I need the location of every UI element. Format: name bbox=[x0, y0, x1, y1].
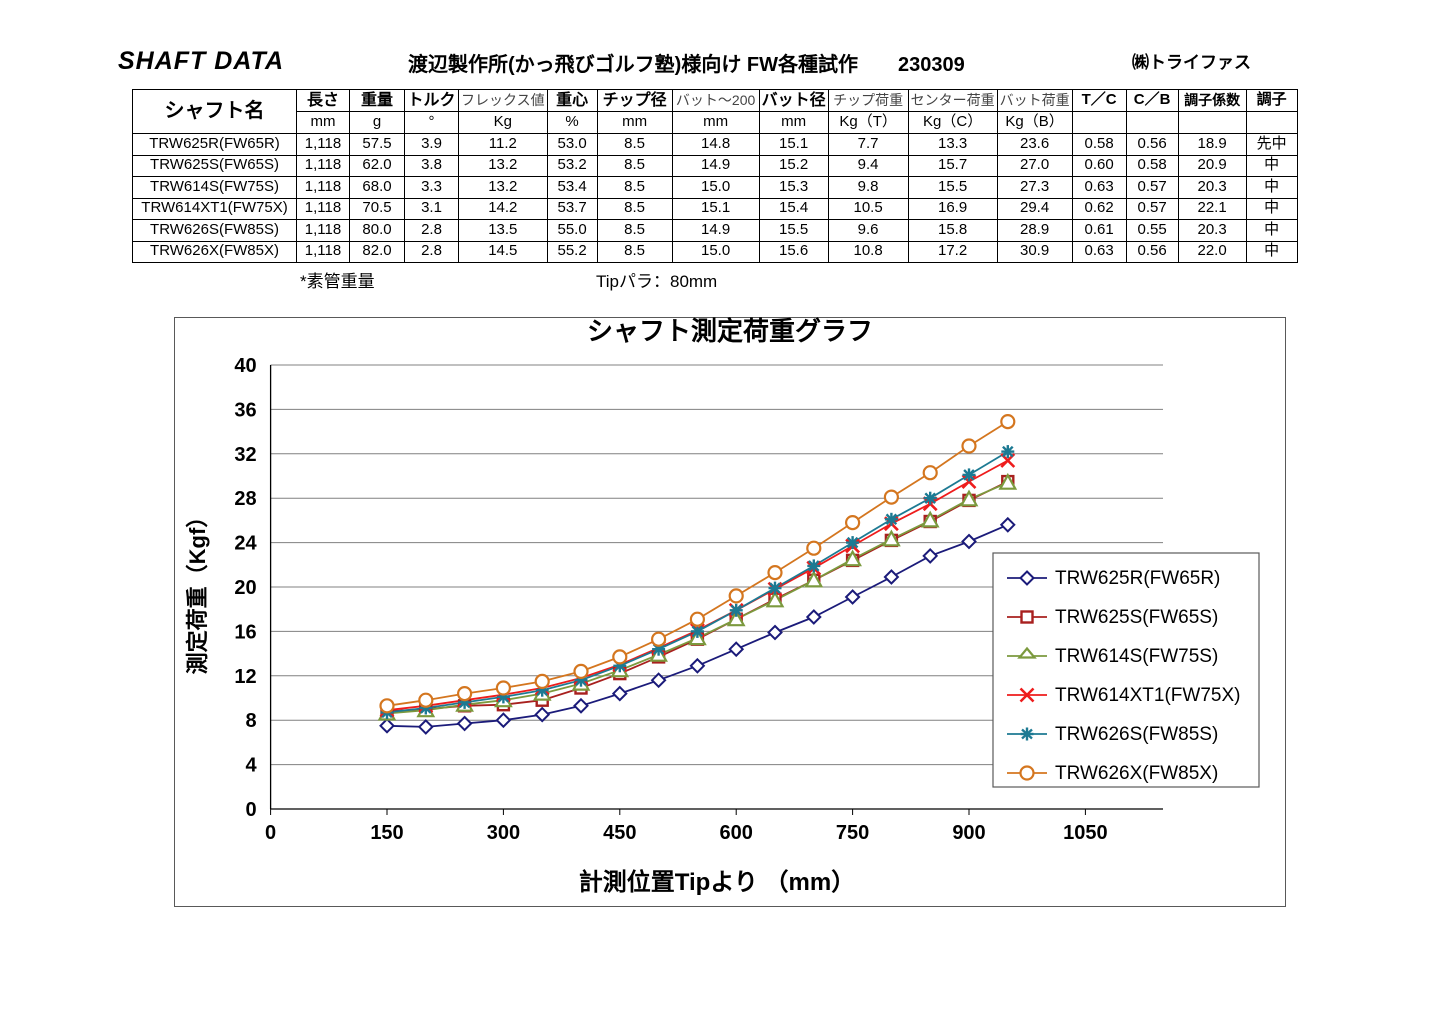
svg-text:28: 28 bbox=[234, 488, 256, 510]
svg-text:36: 36 bbox=[234, 399, 256, 421]
svg-text:0: 0 bbox=[245, 799, 256, 821]
svg-text:0: 0 bbox=[265, 822, 276, 844]
svg-text:TRW625R(FW65R): TRW625R(FW65R) bbox=[1055, 568, 1220, 589]
svg-text:TRW614S(FW75S): TRW614S(FW75S) bbox=[1055, 646, 1218, 667]
svg-text:TRW614XT1(FW75X): TRW614XT1(FW75X) bbox=[1055, 685, 1240, 706]
svg-text:1050: 1050 bbox=[1063, 822, 1108, 844]
svg-text:32: 32 bbox=[234, 444, 256, 466]
svg-text:TRW626X(FW85X): TRW626X(FW85X) bbox=[1055, 763, 1218, 784]
svg-text:TRW626S(FW85S): TRW626S(FW85S) bbox=[1055, 724, 1218, 745]
svg-text:計測位置Tipより （mm）: 計測位置Tipより （mm） bbox=[579, 868, 855, 896]
svg-text:シャフト測定荷重グラフ: シャフト測定荷重グラフ bbox=[587, 316, 873, 346]
svg-text:300: 300 bbox=[487, 822, 520, 844]
svg-text:TRW625S(FW65S): TRW625S(FW65S) bbox=[1055, 607, 1218, 628]
svg-text:16: 16 bbox=[234, 621, 256, 643]
svg-text:150: 150 bbox=[370, 822, 403, 844]
svg-text:20: 20 bbox=[234, 577, 256, 599]
svg-text:12: 12 bbox=[234, 666, 256, 688]
svg-text:600: 600 bbox=[720, 822, 753, 844]
svg-text:4: 4 bbox=[245, 755, 257, 777]
svg-text:測定荷重（Kgf）: 測定荷重（Kgf） bbox=[185, 506, 210, 675]
svg-text:900: 900 bbox=[952, 822, 985, 844]
svg-text:40: 40 bbox=[234, 355, 256, 377]
svg-text:24: 24 bbox=[234, 533, 257, 555]
svg-text:750: 750 bbox=[836, 822, 869, 844]
svg-text:8: 8 bbox=[245, 710, 256, 732]
svg-text:450: 450 bbox=[603, 822, 636, 844]
